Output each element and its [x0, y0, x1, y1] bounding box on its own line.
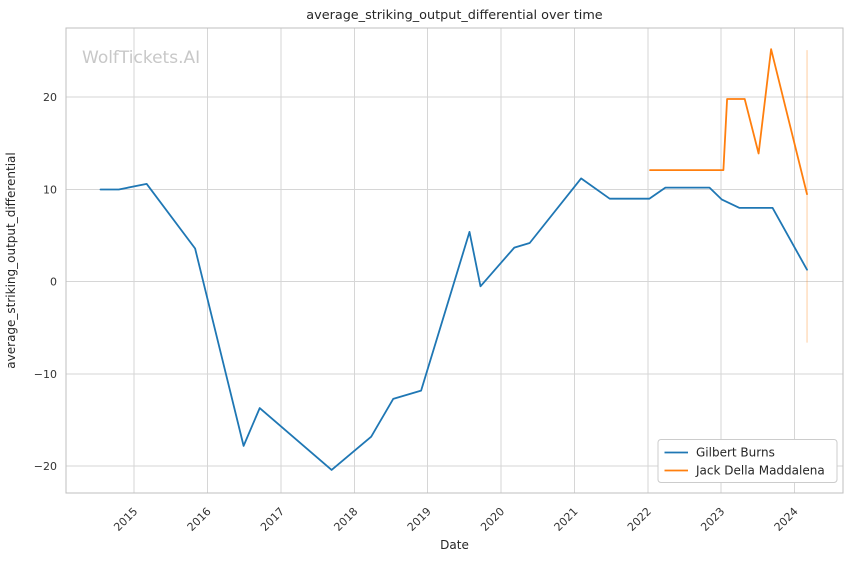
x-tick-label: 2018 [331, 505, 360, 534]
chart-title: average_striking_output_differential ove… [306, 8, 603, 23]
x-tick-label: 2022 [625, 505, 654, 534]
x-tick-label: 2016 [185, 505, 214, 534]
x-tick-label: 2019 [405, 505, 434, 534]
watermark: WolfTickets.AI [82, 48, 200, 68]
grid-layer [66, 28, 843, 493]
x-tick-label: 2015 [111, 505, 140, 534]
legend: Gilbert Burns Jack Della Maddalena [657, 439, 838, 483]
y-tick-label: 20 [43, 91, 57, 104]
y-tick-label: −20 [34, 460, 57, 473]
y-tick-label: 0 [50, 276, 57, 289]
y-axis-label: average_striking_output_differential [4, 152, 18, 368]
x-axis-label: Date [440, 538, 469, 552]
legend-box [657, 439, 838, 483]
legend-label: Gilbert Burns [696, 446, 775, 460]
x-tick-label: 2023 [698, 505, 727, 534]
x-tick-label: 2020 [478, 505, 507, 534]
x-tick-label: 2024 [772, 505, 801, 534]
y-tick-label: 10 [43, 183, 57, 196]
legend-label: Jack Della Maddalena [695, 464, 825, 478]
series-line-jack-della-maddalena [649, 48, 808, 196]
series-line-gilbert-burns [99, 177, 808, 471]
x-tick-label: 2021 [552, 505, 581, 534]
series-layer [99, 48, 808, 471]
plot-border [65, 27, 844, 494]
y-tick-label: −10 [34, 368, 57, 381]
x-tick-label: 2017 [258, 505, 287, 534]
